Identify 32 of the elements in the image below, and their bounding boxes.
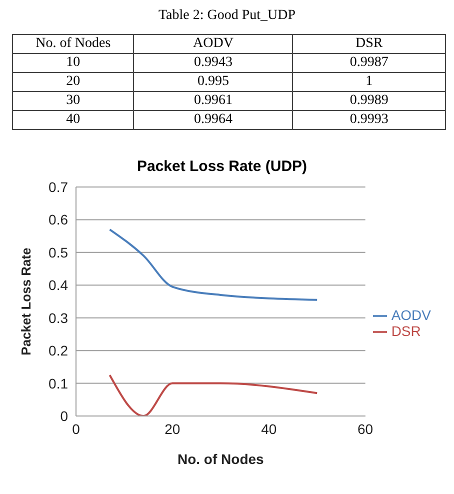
data-label: 0.995 (134, 72, 293, 92)
y-tick-label: 20 (12, 72, 134, 92)
x-tick-label: 60 (358, 420, 374, 437)
legend-label: AODV (391, 306, 431, 323)
data-label: 0.9987 (292, 54, 446, 72)
y-tick-label: 0.4 (48, 277, 68, 294)
legend-label: DSR (391, 323, 421, 339)
data-label: 0.9961 (134, 92, 293, 110)
data-label: 0.9943 (134, 54, 293, 72)
y-tick-label: 0 (60, 408, 68, 424)
data-label: 0.9989 (292, 92, 446, 110)
y-tick-label: 0.2 (48, 342, 68, 359)
y-tick-label: 0.3 (48, 310, 68, 326)
x-tick-label: 40 (261, 420, 277, 437)
y-tick-label: 0.6 (48, 212, 68, 228)
x-axis-title: No. of Nodes (177, 451, 264, 467)
y-tick-label: 0.7 (48, 178, 68, 195)
line-series (108, 374, 318, 416)
y-tick-label: 30 (12, 92, 134, 110)
data-label: 0.9964 (134, 110, 293, 130)
y-axis-title: Packet Loss Rate (18, 248, 34, 356)
y-tick-label: 0.1 (48, 375, 68, 392)
y-tick-label: 40 (12, 110, 134, 130)
x-tick-label: 20 (164, 420, 180, 437)
data-label: 0.9993 (292, 110, 446, 130)
data-label: 1 (292, 72, 446, 92)
line-series (108, 228, 318, 301)
y-tick-label: 0.5 (48, 244, 68, 260)
y-axis-title: No. of Nodes (12, 34, 134, 54)
chart-title: Table 2: Good Put_UDP (157, 8, 297, 24)
y-tick-label: 10 (12, 54, 134, 72)
chart-title: Packet Loss Rate (UDP) (136, 158, 308, 175)
